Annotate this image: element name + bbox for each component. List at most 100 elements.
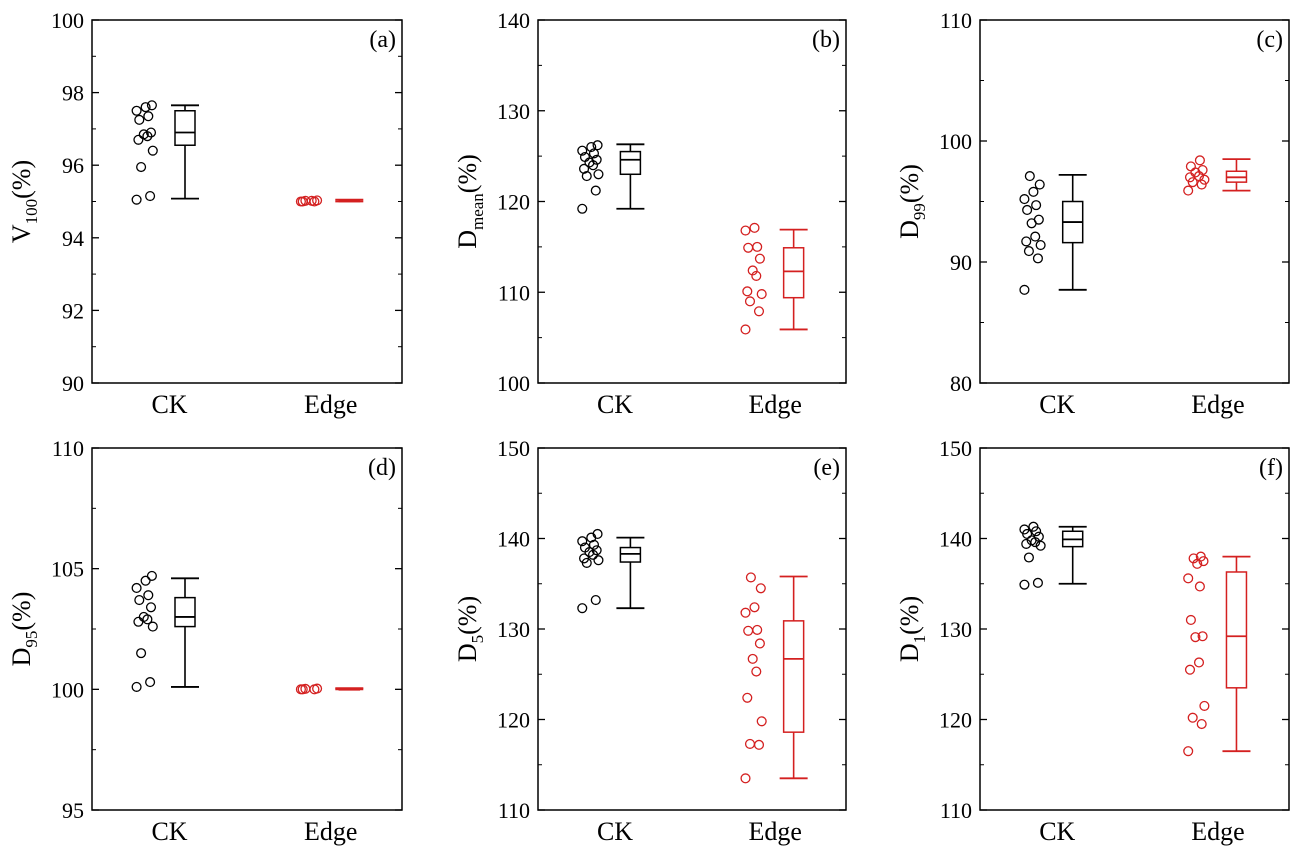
y-tick-label: 140 [497,527,530,552]
data-point [1195,551,1206,562]
x-category-label-ck: CK [1039,817,1075,846]
y-tick-label: 140 [497,8,530,33]
x-category-label-edge: Edge [748,817,801,846]
data-point [131,582,142,594]
y-tick-label: 110 [498,798,530,823]
y-axis-label-sub: mean [468,193,487,230]
data-point [1188,553,1199,564]
data-point [1019,524,1030,535]
data-point [1031,200,1042,211]
y-axis-label-main: D [895,220,924,239]
panel-6: 110 120 130 140 150 (f) D1(%) CK Edge [895,436,1290,846]
series-edge [740,222,808,335]
data-point [1032,577,1043,588]
data-point [1028,521,1039,532]
data-point [753,306,765,317]
panel-5: 110 120 130 140 150 (e) D5(%) CK Edge [453,436,847,846]
data-point [312,195,323,206]
y-tick-label: 130 [497,617,530,642]
box-iqr [174,110,196,146]
data-point [579,542,591,553]
data-point [752,624,763,635]
data-point [743,242,754,253]
y-axis-label: D1(%) [895,596,929,662]
data-point [756,716,767,727]
box-iqr [619,150,642,176]
data-point [138,611,149,622]
series-ck [131,100,199,205]
y-axis-label: D5(%) [453,596,487,662]
data-point [131,105,142,116]
data-point [133,134,144,145]
data-point [588,539,600,550]
x-category-label-edge: Edge [1191,817,1244,846]
data-point [747,265,758,276]
data-point [1184,664,1196,675]
data-point [756,289,767,300]
data-point [1028,186,1039,197]
panel-label: (b) [812,27,840,53]
series-ck [1019,171,1087,295]
data-point [1196,718,1207,730]
data-point [755,583,766,594]
x-category-label-ck: CK [597,390,633,419]
data-point [754,638,765,649]
data-point [1022,204,1033,216]
x-category-label-ck: CK [151,390,187,419]
data-point [751,270,762,281]
data-point [136,648,147,659]
x-category-label-edge: Edge [304,390,357,419]
data-point [592,528,603,540]
y-tick-label: 150 [497,436,530,461]
series-ck [1019,521,1087,590]
data-point [577,536,588,547]
data-point [131,681,142,692]
y-axis-label-main: D [453,230,482,249]
data-point [138,129,149,140]
y-axis-label-main: V [7,224,36,243]
data-point [1019,579,1030,590]
y-tick-label: 95 [62,798,84,823]
data-point [577,145,588,156]
data-point [591,545,602,556]
y-axis-label-tail: (%) [895,164,924,203]
y-tick-label: 120 [497,708,530,733]
data-point [1019,284,1030,295]
y-tick-label: 120 [497,190,530,215]
data-point [586,142,597,153]
data-point [753,739,765,750]
data-point [1023,246,1034,257]
panel-2: 100 110 120 130 140 (b) Dmean(%) CK Edge [453,8,847,419]
data-point [1194,155,1205,166]
data-point [593,555,604,566]
data-point [743,625,754,636]
y-axis-label-tail: (%) [895,596,924,635]
series-ck [577,140,645,214]
data-point [745,572,756,583]
data-point [1185,161,1196,172]
data-point [742,286,753,297]
data-point [147,621,158,632]
data-point [579,553,590,564]
data-point [1021,236,1032,247]
data-point [591,154,602,165]
series-ck [577,528,645,614]
series-edge [295,195,364,207]
data-point [312,683,323,694]
data-point [577,203,588,214]
data-point [749,602,760,613]
box-iqr [782,620,805,733]
data-point [136,161,147,173]
data-point [145,191,156,202]
y-tick-label: 100 [51,677,84,702]
series-edge [740,572,808,784]
y-axis-label-tail: (%) [7,592,36,631]
data-point [1183,573,1194,584]
series-edge [1183,155,1251,196]
data-point [593,169,604,180]
data-point [1023,552,1034,563]
data-point [590,594,601,606]
data-point [140,102,151,113]
